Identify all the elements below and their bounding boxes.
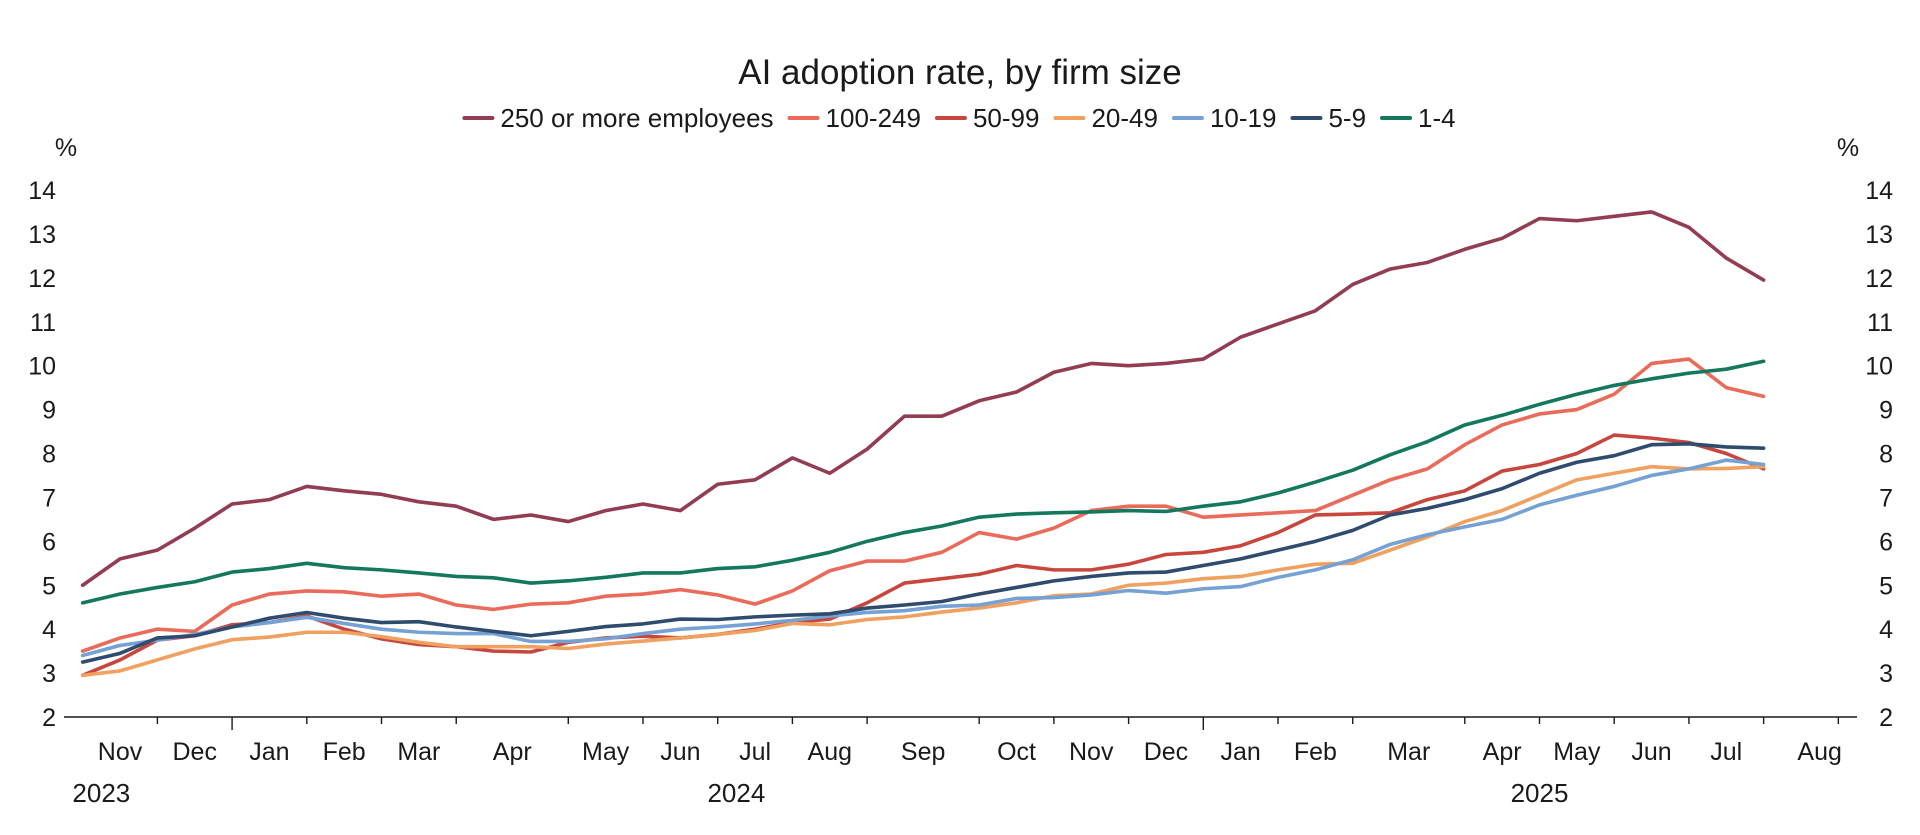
x-tick-label: Feb [323,738,366,766]
x-tick-label: Nov [1069,738,1114,766]
x-tick-label: Jan [1221,738,1261,766]
y-tick-label-left: 13 [28,221,56,249]
y-tick-label-right: 12 [1865,265,1893,293]
y-unit-right: % [1837,134,1859,162]
y-tick-label-left: 5 [42,572,56,600]
y-tick-label-right: 4 [1879,616,1893,644]
y-tick-label-right: 13 [1865,221,1893,249]
legend-label: 20-49 [1091,103,1158,133]
y-tick-label-right: 2 [1879,704,1893,732]
legend-label: 250 or more employees [500,103,773,133]
y-tick-label-left: 7 [42,484,56,512]
y-tick-label-left: 3 [42,660,56,688]
x-tick-label: Sep [901,738,945,766]
x-tick-label: Jun [660,738,700,766]
legend-label: 5-9 [1328,103,1366,133]
y-tick-label-left: 9 [42,397,56,425]
legend-item: 50-99 [934,103,1040,133]
legend-label: 1-4 [1418,103,1456,133]
y-tick-label-right: 9 [1879,397,1893,425]
y-tick-label-left: 6 [42,528,56,556]
series-line-10-19 [80,458,1766,658]
x-tick-label: Mar [397,738,440,766]
y-tick-label-left: 12 [28,265,56,293]
y-tick-label-right: 7 [1879,484,1893,512]
legend-item: 20-49 [1053,103,1158,133]
x-year-label: 2024 [707,778,765,808]
y-tick-label-left: 2 [42,704,56,732]
series-line-1-4 [80,359,1766,605]
legend-item: 5-9 [1290,103,1366,133]
x-tick-label: Apr [493,738,532,766]
legend-item: 1-4 [1380,103,1456,133]
y-tick-label-left: 10 [28,353,56,381]
legend-label: 50-99 [973,103,1040,133]
series-line-100-249 [80,357,1766,653]
y-tick-label-right: 11 [1867,309,1893,337]
x-tick-label: Jul [739,738,771,766]
y-tick-label-left: 14 [28,177,56,205]
series-line-5-9 [80,442,1766,664]
legend-item: 100-249 [787,103,921,133]
y-tick-label-left: 4 [42,616,56,644]
y-tick-label-left: 8 [42,441,56,469]
x-tick-label: Aug [1797,738,1841,766]
y-tick-label-left: 11 [30,309,56,337]
y-tick-label-right: 3 [1879,660,1893,688]
y-tick-label-right: 5 [1879,572,1893,600]
x-tick-label: Nov [98,738,143,766]
legend: 250 or more employees 100-249 50-99 20-49 10… [462,103,1456,133]
y-axis-right: 2 3 4 5 6 7 8 9 10 11 12 13 14 [1865,177,1893,732]
x-tick-label: Feb [1294,738,1337,766]
y-tick-label-right: 8 [1879,441,1893,469]
legend-label: 10-19 [1210,103,1277,133]
y-tick-label-right: 6 [1879,528,1893,556]
x-tick-label: Aug [808,738,852,766]
y-tick-label-right: 14 [1865,177,1893,205]
legend-item: 10-19 [1171,103,1277,133]
x-tick-label: May [582,738,630,766]
series-line-20-49 [80,464,1766,678]
x-year-label: 2023 [72,778,130,808]
x-tick-label: Dec [173,738,217,766]
x-tick-label: Oct [997,738,1036,766]
legend-label: 100-249 [826,103,921,133]
x-tick-label: Jun [1631,738,1671,766]
legend-item: 250 or more employees [462,103,774,133]
x-tick-label: Jul [1710,738,1742,766]
y-axis-left: 2 3 4 5 6 7 8 9 10 11 12 13 14 [28,177,56,732]
x-year-label: 2025 [1511,778,1569,808]
x-tick-label: Mar [1387,738,1430,766]
x-tick-label: Dec [1144,738,1188,766]
y-unit-left: % [55,134,77,162]
x-tick-label: May [1553,738,1601,766]
x-axis: Nov Dec Jan Feb Mar Apr May Jun Jul Aug Sep Oct Nov D… [64,716,1857,808]
x-tick-label: Apr [1483,738,1522,766]
x-tick-label: Jan [249,738,289,766]
y-tick-label-right: 10 [1865,353,1893,381]
series-line-250-or-more-employees [80,210,1766,588]
plot-area [80,210,1766,678]
chart-title: AI adoption rate, by firm size [738,53,1182,92]
